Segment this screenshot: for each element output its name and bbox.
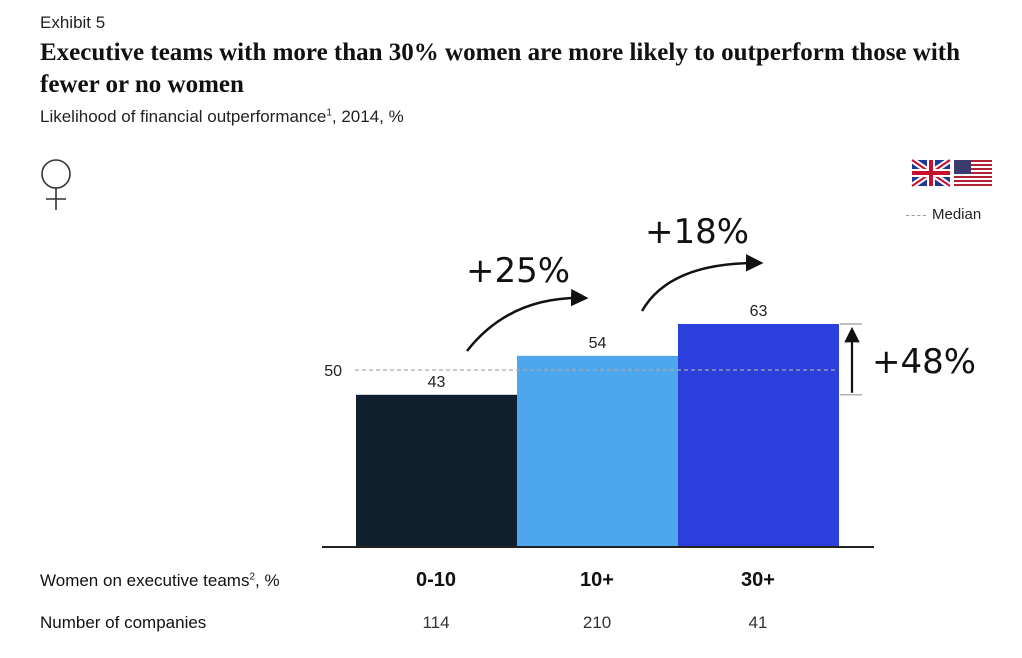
female-symbol-icon <box>41 159 71 210</box>
curve-arrow-0-10-to-10 <box>466 288 589 352</box>
company-count-30-plus: 41 <box>748 613 768 632</box>
annotation-plus-48: +48% <box>872 342 976 382</box>
median-legend-label: Median <box>932 206 982 223</box>
chart-title: Executive teams with more than 30% women… <box>40 39 960 98</box>
company-count-0-10: 114 <box>422 613 450 632</box>
median-legend-swatch <box>906 214 926 216</box>
women-row-tail: , % <box>255 571 280 590</box>
value-label-0-10: 43 <box>428 374 446 391</box>
subtitle-text: Likelihood of financial outperformance <box>40 107 327 126</box>
annotation-plus-18: +18% <box>645 212 749 252</box>
women-row-label: Women on executive teams2, % <box>40 571 280 591</box>
bars-group: 43 54 63 <box>356 303 839 547</box>
category-label-30-plus: 30+ <box>741 569 775 591</box>
curve-arrow-10-to-30 <box>640 254 764 312</box>
subtitle-tail: , 2014, % <box>331 107 404 126</box>
subtitle-footnote: 1 <box>326 107 332 119</box>
companies-row-label: Number of companies <box>40 613 207 632</box>
bar-0-10 <box>356 394 517 547</box>
value-label-10-plus: 54 <box>589 335 607 352</box>
company-count-10-plus: 210 <box>582 613 612 632</box>
median-value-label: 50 <box>324 363 342 380</box>
exhibit-label: Exhibit 5 <box>40 13 106 32</box>
category-label-10-plus: 10+ <box>580 569 614 591</box>
annotation-plus-25: +25% <box>466 251 570 291</box>
chart-subtitle: Likelihood of financial outperformance1,… <box>40 107 404 127</box>
value-label-30-plus: 63 <box>750 303 768 320</box>
women-row-footnote: 2 <box>249 571 256 583</box>
median-legend: Median <box>906 206 981 223</box>
uk-flag-icon[interactable] <box>910 157 952 189</box>
category-label-0-10: 0-10 <box>415 569 457 591</box>
women-row-text: Women on executive teams <box>40 571 250 590</box>
bar-10-plus <box>517 355 678 547</box>
us-flag-icon[interactable] <box>954 160 992 186</box>
bar-30-plus <box>678 324 839 547</box>
